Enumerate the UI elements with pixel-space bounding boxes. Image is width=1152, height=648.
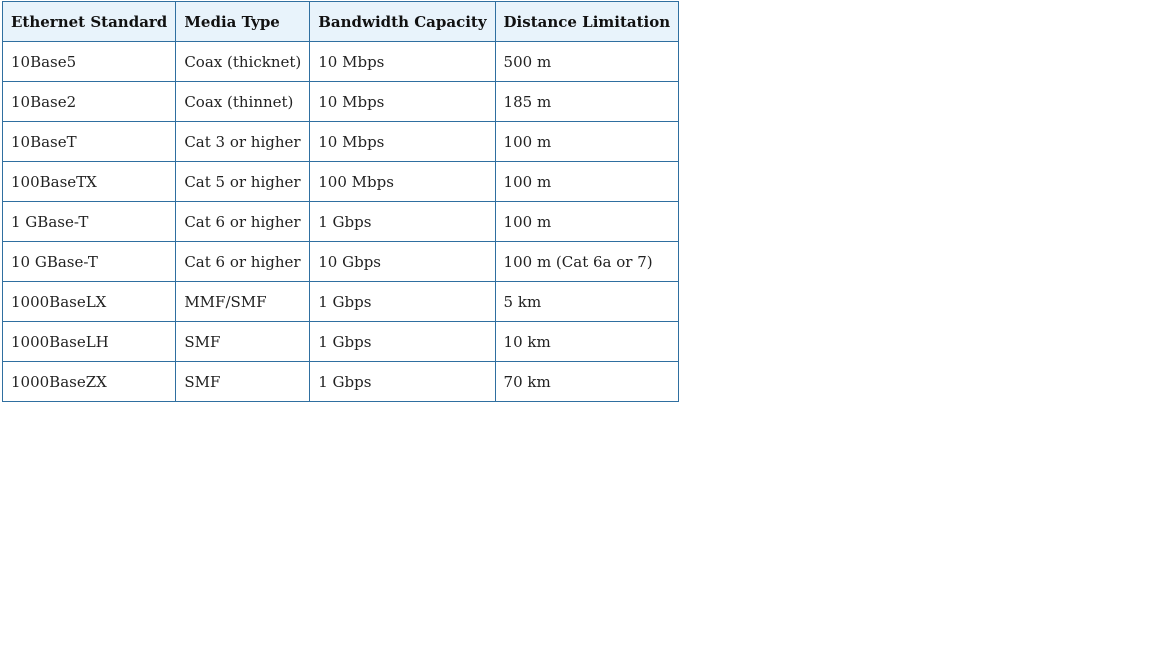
table-row: 10BaseT Cat 3 or higher 10 Mbps 100 m [1, 121, 680, 162]
cell-distance-limitation: 500 m [494, 41, 680, 82]
header-bandwidth-capacity: Bandwidth Capacity [309, 1, 496, 42]
header-media-type: Media Type [175, 1, 311, 42]
table-row: 10Base5 Coax (thicknet) 10 Mbps 500 m [1, 41, 680, 82]
cell-bandwidth-capacity: 10 Mbps [309, 81, 496, 122]
cell-ethernet-standard: 1000BaseLX [1, 281, 177, 322]
table-row: 1 GBase-T Cat 6 or higher 1 Gbps 100 m [1, 201, 680, 242]
cell-bandwidth-capacity: 1 Gbps [309, 201, 496, 242]
table-row: 10Base2 Coax (thinnet) 10 Mbps 185 m [1, 81, 680, 122]
cell-distance-limitation: 185 m [494, 81, 680, 122]
cell-distance-limitation: 100 m [494, 121, 680, 162]
cell-media-type: Cat 6 or higher [175, 201, 311, 242]
header-ethernet-standard: Ethernet Standard [1, 1, 177, 42]
ethernet-standards-table: Ethernet Standard Media Type Bandwidth C… [1, 1, 680, 402]
cell-ethernet-standard: 1000BaseLH [1, 321, 177, 362]
cell-distance-limitation: 100 m [494, 161, 680, 202]
cell-ethernet-standard: 10 GBase-T [1, 241, 177, 282]
header-distance-limitation: Distance Limitation [494, 1, 680, 42]
cell-media-type: Cat 6 or higher [175, 241, 311, 282]
cell-bandwidth-capacity: 10 Mbps [309, 121, 496, 162]
cell-ethernet-standard: 100BaseTX [1, 161, 177, 202]
cell-ethernet-standard: 1000BaseZX [1, 361, 177, 402]
table-row: 10 GBase-T Cat 6 or higher 10 Gbps 100 m… [1, 241, 680, 282]
cell-distance-limitation: 5 km [494, 281, 680, 322]
cell-bandwidth-capacity: 10 Mbps [309, 41, 496, 82]
table-body: 10Base5 Coax (thicknet) 10 Mbps 500 m 10… [1, 41, 680, 402]
table-row: 1000BaseLX MMF/SMF 1 Gbps 5 km [1, 281, 680, 322]
cell-media-type: MMF/SMF [175, 281, 311, 322]
cell-distance-limitation: 10 km [494, 321, 680, 362]
table-row: 1000BaseLH SMF 1 Gbps 10 km [1, 321, 680, 362]
cell-media-type: Coax (thinnet) [175, 81, 311, 122]
cell-distance-limitation: 100 m [494, 201, 680, 242]
ethernet-standards-table-container: Ethernet Standard Media Type Bandwidth C… [1, 1, 680, 402]
cell-bandwidth-capacity: 1 Gbps [309, 321, 496, 362]
cell-distance-limitation: 70 km [494, 361, 680, 402]
cell-bandwidth-capacity: 10 Gbps [309, 241, 496, 282]
cell-media-type: Coax (thicknet) [175, 41, 311, 82]
cell-bandwidth-capacity: 100 Mbps [309, 161, 496, 202]
cell-ethernet-standard: 1 GBase-T [1, 201, 177, 242]
header-row: Ethernet Standard Media Type Bandwidth C… [1, 1, 680, 42]
cell-bandwidth-capacity: 1 Gbps [309, 361, 496, 402]
cell-distance-limitation: 100 m (Cat 6a or 7) [494, 241, 680, 282]
cell-media-type: SMF [175, 321, 311, 362]
cell-ethernet-standard: 10BaseT [1, 121, 177, 162]
table-row: 1000BaseZX SMF 1 Gbps 70 km [1, 361, 680, 402]
table-row: 100BaseTX Cat 5 or higher 100 Mbps 100 m [1, 161, 680, 202]
cell-ethernet-standard: 10Base2 [1, 81, 177, 122]
cell-media-type: SMF [175, 361, 311, 402]
cell-bandwidth-capacity: 1 Gbps [309, 281, 496, 322]
cell-media-type: Cat 5 or higher [175, 161, 311, 202]
cell-media-type: Cat 3 or higher [175, 121, 311, 162]
table-header: Ethernet Standard Media Type Bandwidth C… [1, 1, 680, 42]
cell-ethernet-standard: 10Base5 [1, 41, 177, 82]
